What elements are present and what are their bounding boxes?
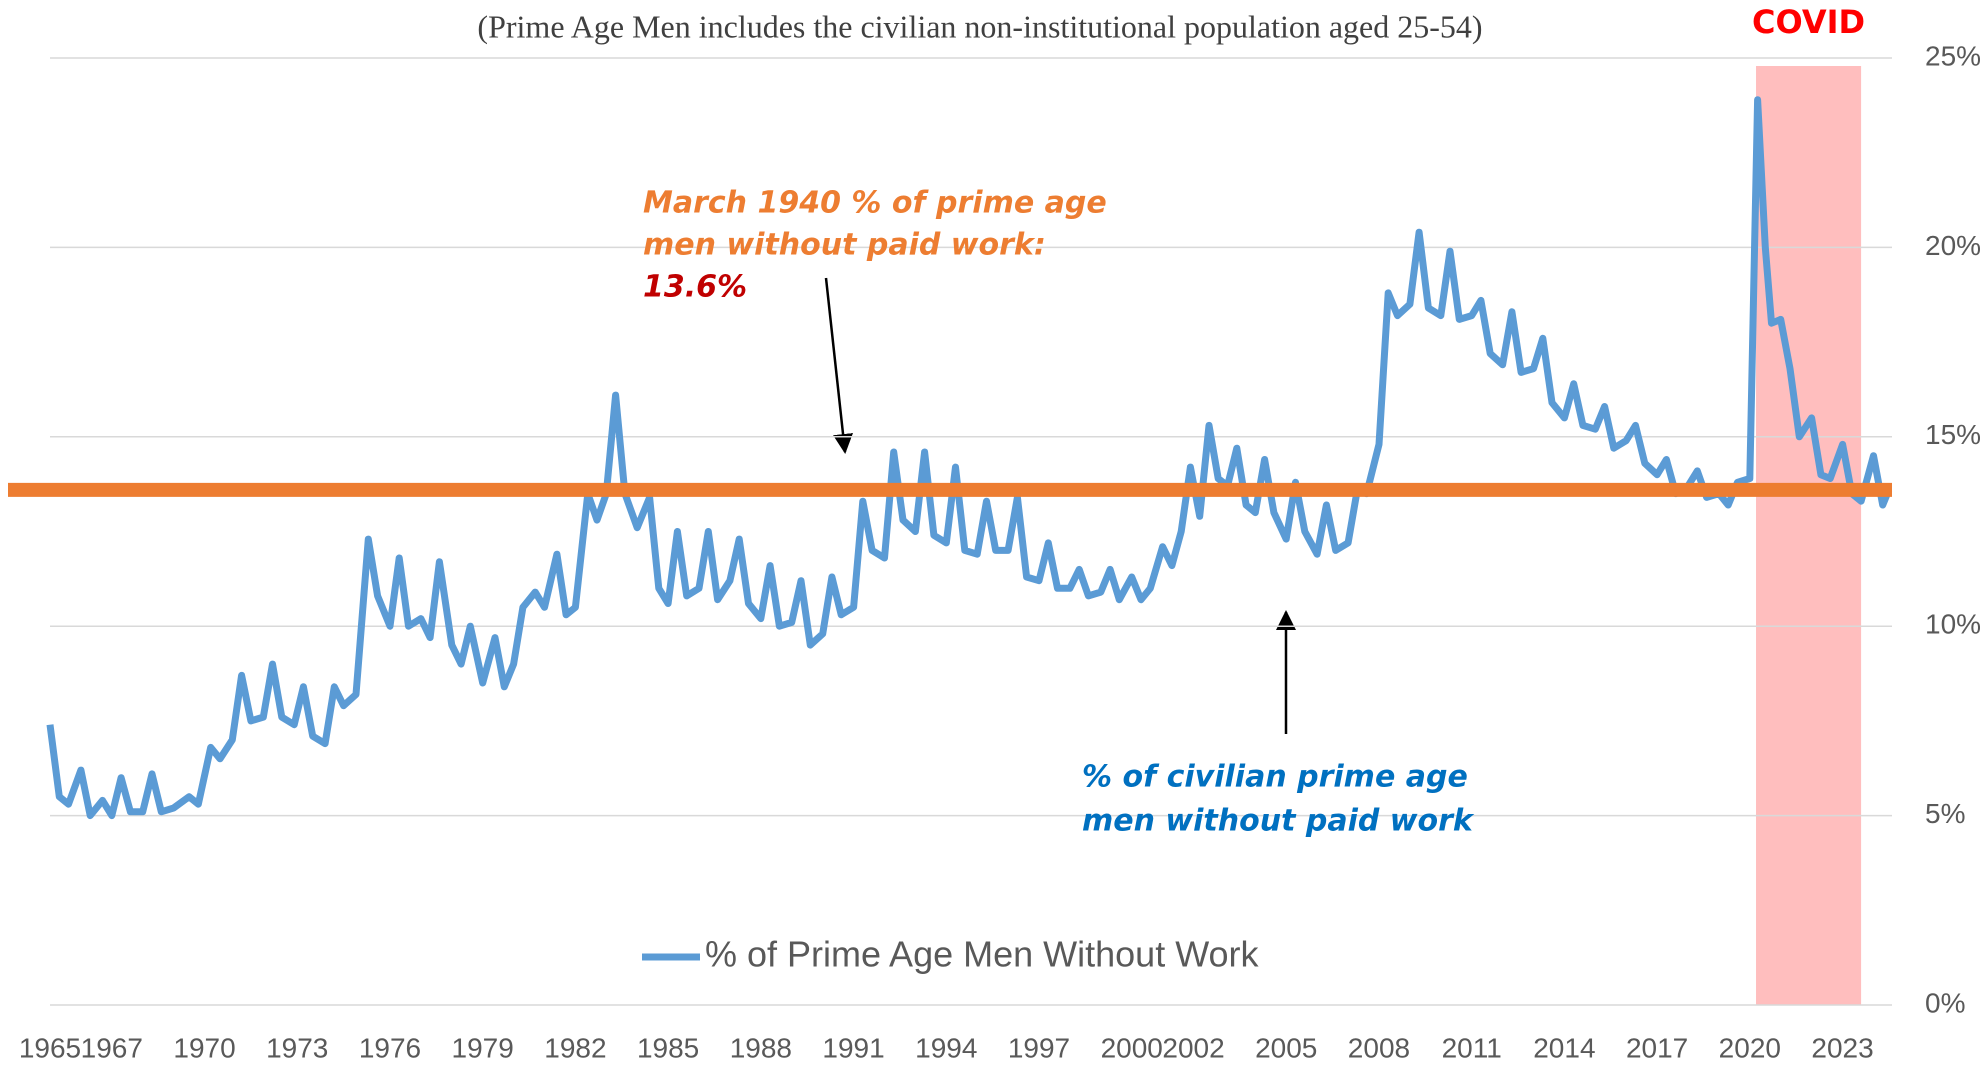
- x-tick-label: 1985: [637, 1032, 699, 1063]
- x-tick-label: 1970: [173, 1032, 235, 1063]
- x-tick-label: 1967: [81, 1032, 143, 1063]
- x-tick-label: 1982: [544, 1032, 606, 1063]
- annotation: 13.6%: [643, 270, 747, 305]
- x-tick-label: 2014: [1533, 1032, 1595, 1063]
- data-line: [46, 96, 1893, 820]
- x-tick-label: 2023: [1811, 1032, 1873, 1063]
- x-tick-label: 2020: [1719, 1032, 1781, 1063]
- x-tick-label: 2002: [1162, 1032, 1224, 1063]
- y-tick-label: 25%: [1925, 40, 1981, 71]
- y-tick-label: 5%: [1925, 798, 1965, 829]
- x-tick-label: 2017: [1626, 1032, 1688, 1063]
- x-tick-label: 1976: [359, 1032, 421, 1063]
- annotation: % of civilian prime age: [1082, 760, 1468, 795]
- x-tick-label: 1979: [452, 1032, 514, 1063]
- x-tick-label: 2005: [1255, 1032, 1317, 1063]
- y-tick-label: 20%: [1925, 230, 1981, 261]
- x-tick-label: 1997: [1008, 1032, 1070, 1063]
- x-tick-label: 1965: [19, 1032, 81, 1063]
- arrow: [824, 277, 853, 454]
- covid-band: [1756, 66, 1862, 1005]
- x-tick-label: 1973: [266, 1032, 328, 1063]
- x-tick-label: 2011: [1442, 1032, 1502, 1063]
- covid-label: COVID: [1752, 3, 1865, 41]
- annotation: men without paid work: [1082, 804, 1475, 839]
- annotation: men without paid work:: [643, 228, 1046, 263]
- x-tick-label: 1994: [915, 1032, 977, 1063]
- x-tick-label: 1988: [730, 1032, 792, 1063]
- y-tick-label: 15%: [1925, 419, 1981, 450]
- legend-label: % of Prime Age Men Without Work: [705, 934, 1260, 975]
- annotation: March 1940 % of prime age: [643, 186, 1107, 221]
- y-tick-label: 0%: [1925, 987, 1965, 1018]
- x-tick-label: 2000: [1101, 1032, 1163, 1063]
- x-tick-label: 1991: [822, 1032, 884, 1063]
- chart-subtitle: (Prime Age Men includes the civilian non…: [477, 8, 1482, 44]
- x-tick-label: 2008: [1348, 1032, 1410, 1063]
- y-tick-label: 10%: [1925, 609, 1981, 640]
